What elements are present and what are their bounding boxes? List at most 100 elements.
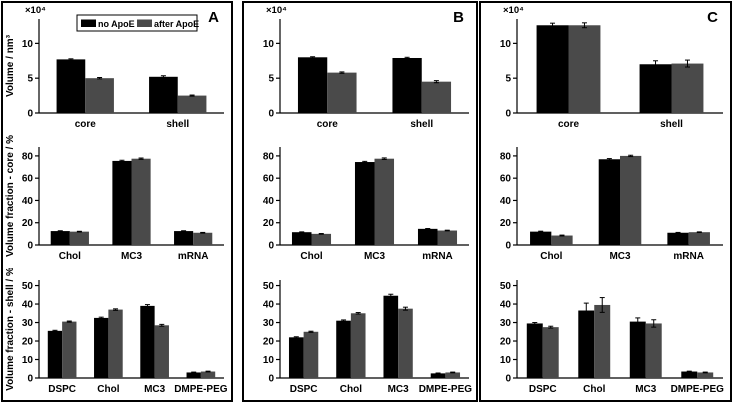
bar-no-apoe-dspc <box>47 330 63 378</box>
y-tick-label: 20 <box>500 336 512 347</box>
y-axis-multiplier: ×10⁴ <box>503 5 524 16</box>
category-label: core <box>558 119 580 130</box>
category-label: MC3 <box>364 251 386 262</box>
y-tick-label: 20 <box>263 219 275 230</box>
chart-b-shell-fraction: 0 10 20 30 40 50 DSPC Chol MC3 DMPE-PEG <box>244 268 476 400</box>
y-tick-label: 0 <box>27 109 33 120</box>
y-tick-label: 10 <box>22 355 34 366</box>
category-label: mRNA <box>673 251 704 262</box>
bar-no-apoe-chol <box>94 317 109 378</box>
bar-chart-C-shell-fraction: 0 10 20 30 40 50 DSPC Chol MC3 DMPE-PEG <box>500 279 725 395</box>
bar-after-apoe-dspc <box>542 326 559 378</box>
panel-c: C 0 5 10 core shell ×10⁴ 0 20 40 60 80 Chol MC3 mRNA… <box>479 1 732 402</box>
y-tick-label: 60 <box>263 174 275 185</box>
chart-a-core-fraction: 0 20 40 60 80 Chol MC3 mRNA Volume fraction - co… <box>3 135 231 267</box>
bar-chart-A-core-fraction: 0 20 40 60 80 Chol MC3 mRNA Volume fraction - co… <box>5 135 224 262</box>
panel-c-label: C <box>707 9 718 26</box>
bar-no-apoe-dmpe-peg <box>186 372 201 378</box>
category-label: MC3 <box>144 384 166 395</box>
bar-no-apoe-mc3 <box>598 159 620 246</box>
y-tick-label: 0 <box>268 241 274 252</box>
y-tick-label: 80 <box>22 152 34 163</box>
y-tick-label: 0 <box>268 109 274 120</box>
chart-c-shell-fraction: 0 10 20 30 40 50 DSPC Chol MC3 DMPE-PEG <box>481 268 730 400</box>
bar-no-apoe-mrna <box>667 233 689 246</box>
bar-no-apoe-mc3 <box>140 305 155 378</box>
category-label: Chol <box>583 384 605 395</box>
bar-after-apoe-dmpe-peg <box>445 372 461 378</box>
legend-swatch-after-apoe <box>137 19 152 27</box>
bar-after-apoe-dspc <box>303 331 319 378</box>
y-tick-label: 0 <box>268 373 274 384</box>
bar-no-apoe-mc3 <box>383 295 399 378</box>
y-tick-label: 10 <box>263 39 275 50</box>
y-tick-label: 80 <box>500 152 512 163</box>
bar-no-apoe-core <box>536 25 569 114</box>
legend-swatch-no-apoe <box>81 19 96 27</box>
y-axis-multiplier: ×10⁴ <box>266 5 287 16</box>
chart-a-volume: 0 5 10 core shell ×10⁴ Volume / nm³ no ApoE afte… <box>3 3 231 135</box>
y-tick-label: 20 <box>500 219 512 230</box>
y-tick-label: 30 <box>500 318 512 329</box>
bar-no-apoe-chol <box>50 231 70 246</box>
category-label: core <box>75 119 97 130</box>
y-tick-label: 40 <box>22 299 34 310</box>
y-tick-label: 40 <box>263 299 275 310</box>
bar-after-apoe-dmpe-peg <box>200 371 216 378</box>
category-label: MC3 <box>388 384 410 395</box>
y-tick-label: 20 <box>22 219 34 230</box>
chart-a-shell-fraction: 0 10 20 30 40 50 DSPC Chol MC3 DMPE-PEG Volume fra… <box>3 268 231 400</box>
bar-chart-A-volume: 0 5 10 core shell ×10⁴ Volume / nm³ no ApoE afte… <box>5 5 224 130</box>
bar-chart-C-volume: 0 5 10 core shell ×10⁴ <box>500 5 723 130</box>
bar-no-apoe-shell <box>639 64 672 113</box>
bar-after-apoe-chol <box>594 304 611 378</box>
y-tick-label: 30 <box>22 318 34 329</box>
y-tick-label: 10 <box>263 355 275 366</box>
bar-no-apoe-mrna <box>417 229 438 246</box>
bar-after-apoe-dmpe-peg <box>697 372 714 378</box>
y-tick-label: 50 <box>22 281 34 292</box>
y-tick-label: 50 <box>500 281 512 292</box>
y-tick-label: 40 <box>500 299 512 310</box>
panel-a-label: A <box>208 9 219 26</box>
y-tick-label: 0 <box>27 373 33 384</box>
bar-after-apoe-mc3 <box>620 156 642 246</box>
bar-chart-A-shell-fraction: 0 10 20 30 40 50 DSPC Chol MC3 DMPE-PEG Volume fra… <box>5 268 228 395</box>
bar-after-apoe-mc3 <box>374 159 395 246</box>
bar-chart-B-volume: 0 5 10 core shell ×10⁴ <box>263 5 469 130</box>
bar-after-apoe-mrna <box>193 233 213 246</box>
category-label: Chol <box>540 251 562 262</box>
y-tick-label: 5 <box>27 74 33 85</box>
bar-no-apoe-dmpe-peg <box>430 373 446 378</box>
category-label: DSPC <box>529 384 557 395</box>
category-label: DMPE-PEG <box>671 384 725 395</box>
y-tick-label: 10 <box>22 39 34 50</box>
category-label: MC3 <box>609 251 631 262</box>
y-tick-label: 0 <box>27 241 33 252</box>
bar-chart-C-core-fraction: 0 20 40 60 80 Chol MC3 mRNA <box>500 147 723 262</box>
y-tick-label: 40 <box>500 196 512 207</box>
y-axis-label: Volume fraction - shell / % <box>5 268 16 391</box>
category-label: DSPC <box>48 384 76 395</box>
y-tick-label: 10 <box>500 39 512 50</box>
bar-after-apoe-dspc <box>62 321 77 378</box>
y-axis-label: Volume fraction - core / % <box>5 135 16 257</box>
category-label: DMPE-PEG <box>419 384 473 395</box>
chart-c-core-fraction: 0 20 40 60 80 Chol MC3 mRNA <box>481 135 730 267</box>
y-tick-label: 5 <box>505 74 511 85</box>
y-tick-label: 50 <box>263 281 275 292</box>
bar-after-apoe-chol <box>311 234 332 246</box>
category-label: mRNA <box>422 251 453 262</box>
bar-no-apoe-chol <box>291 232 312 246</box>
bar-after-apoe-mc3 <box>398 308 413 378</box>
y-tick-label: 40 <box>263 196 275 207</box>
category-label: shell <box>410 119 433 130</box>
bar-no-apoe-chol <box>530 231 552 246</box>
bar-no-apoe-mrna <box>174 231 194 246</box>
bar-after-apoe-chol <box>69 231 89 246</box>
y-tick-label: 0 <box>505 241 511 252</box>
bar-after-apoe-core <box>85 78 114 113</box>
bar-no-apoe-dmpe-peg <box>681 371 698 378</box>
bar-no-apoe-core <box>56 59 86 113</box>
bar-after-apoe-mc3 <box>154 324 169 378</box>
